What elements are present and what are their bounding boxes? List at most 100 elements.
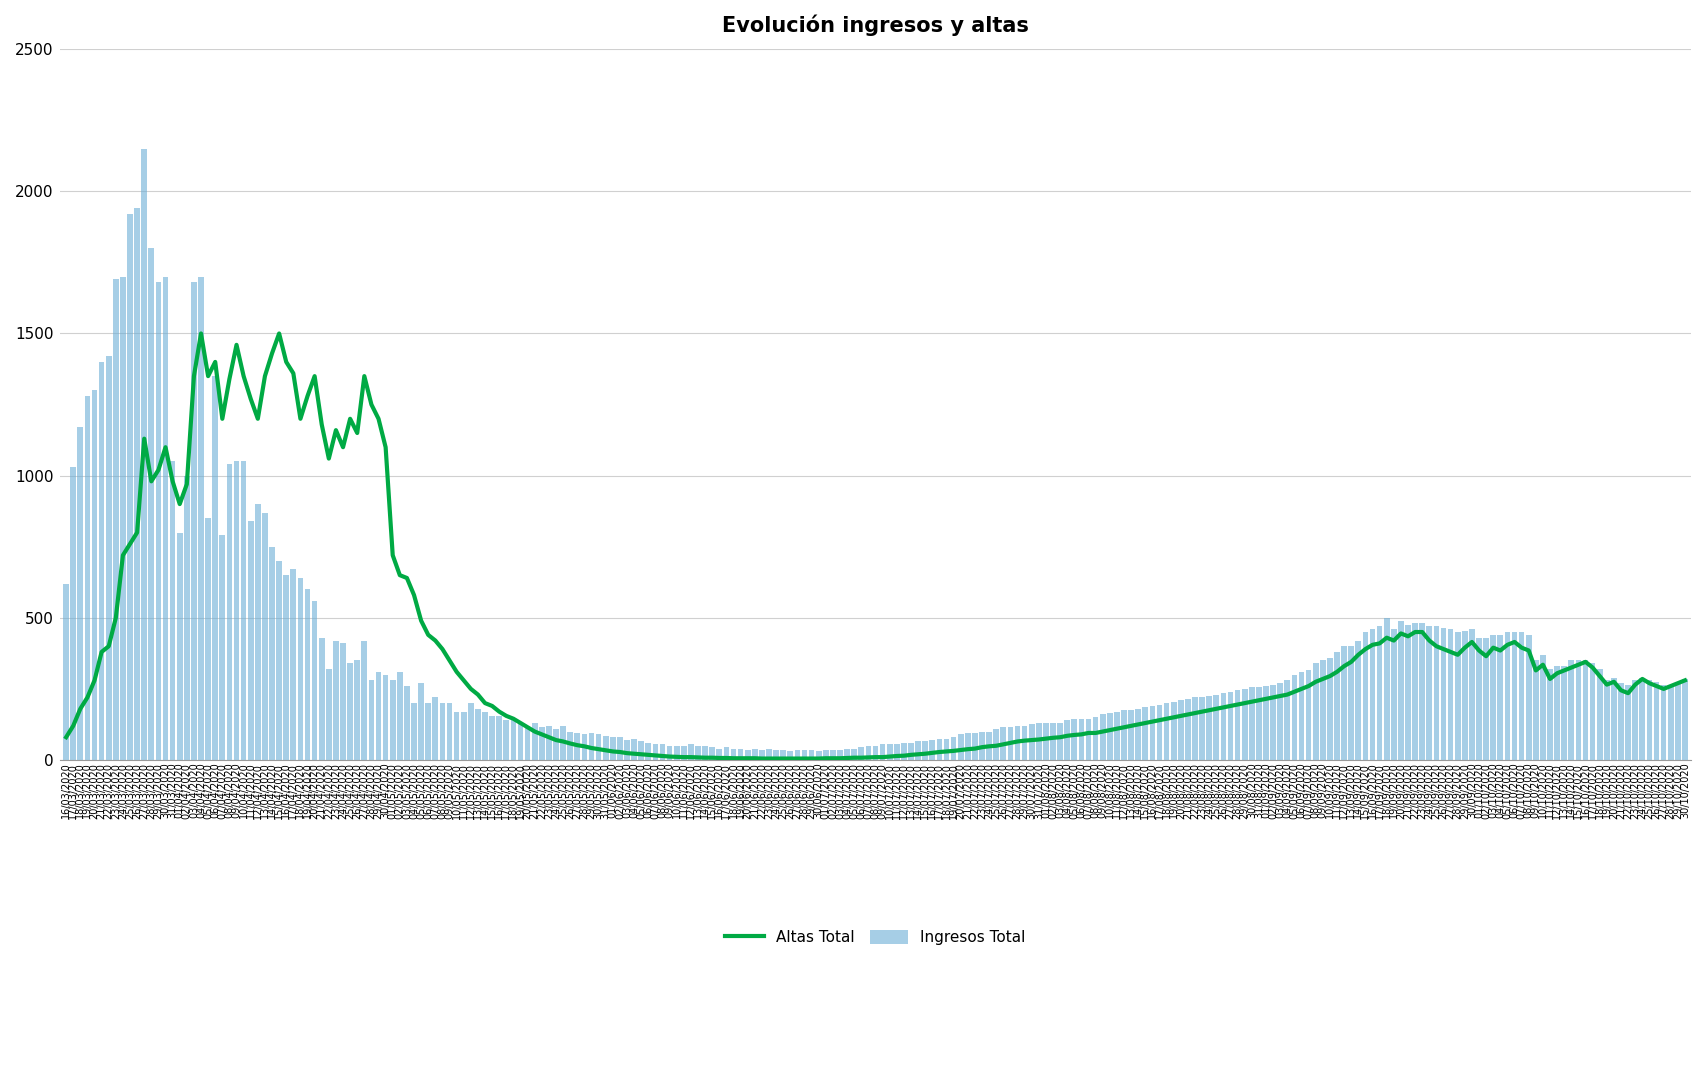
Bar bbox=[822, 750, 829, 760]
Bar bbox=[979, 732, 984, 760]
Bar bbox=[525, 726, 530, 760]
Bar bbox=[1255, 687, 1262, 760]
Bar bbox=[595, 735, 602, 760]
Bar bbox=[660, 745, 665, 760]
Bar bbox=[1149, 706, 1154, 760]
Bar bbox=[170, 462, 176, 760]
Bar bbox=[1582, 660, 1587, 760]
Bar bbox=[1546, 669, 1552, 760]
Bar bbox=[326, 669, 331, 760]
Bar bbox=[99, 361, 104, 760]
Bar bbox=[624, 740, 629, 760]
Bar bbox=[1028, 724, 1033, 760]
Bar bbox=[972, 733, 977, 760]
Bar bbox=[1553, 666, 1558, 760]
Bar bbox=[361, 641, 367, 760]
Bar bbox=[404, 686, 409, 760]
Bar bbox=[1014, 726, 1020, 760]
Bar bbox=[148, 248, 153, 760]
Bar bbox=[119, 276, 126, 760]
Bar bbox=[588, 733, 593, 760]
Bar bbox=[1284, 681, 1289, 760]
Bar bbox=[801, 750, 806, 760]
Bar bbox=[433, 697, 438, 760]
Bar bbox=[1228, 692, 1233, 760]
Bar bbox=[916, 741, 921, 760]
Bar bbox=[644, 743, 651, 760]
Bar bbox=[1369, 629, 1374, 760]
Bar bbox=[440, 704, 445, 760]
Bar bbox=[680, 746, 687, 760]
Bar bbox=[1212, 695, 1219, 760]
Bar bbox=[177, 533, 182, 760]
Bar bbox=[1136, 709, 1141, 760]
Bar bbox=[77, 427, 84, 760]
Altas Total bbox=[56, 730, 77, 743]
Bar bbox=[1632, 681, 1637, 760]
Bar bbox=[610, 737, 616, 760]
Bar bbox=[211, 377, 218, 760]
Bar bbox=[1064, 720, 1069, 760]
Bar bbox=[759, 750, 764, 760]
Bar bbox=[1567, 660, 1574, 760]
Bar bbox=[766, 749, 771, 760]
Bar bbox=[312, 601, 317, 760]
Bar bbox=[1127, 710, 1134, 760]
Bar bbox=[1340, 646, 1347, 760]
Bar bbox=[128, 214, 133, 760]
Bar bbox=[830, 750, 835, 760]
Bar bbox=[779, 750, 786, 760]
Bar bbox=[795, 750, 800, 760]
Bar bbox=[1277, 683, 1282, 760]
Bar bbox=[1390, 629, 1396, 760]
Bar bbox=[1262, 686, 1269, 760]
Bar bbox=[1517, 632, 1524, 760]
Bar bbox=[1667, 684, 1673, 760]
Bar bbox=[355, 660, 360, 760]
Bar bbox=[63, 584, 68, 760]
Bar bbox=[1156, 705, 1161, 760]
Bar bbox=[709, 747, 714, 760]
Bar bbox=[581, 735, 587, 760]
Bar bbox=[70, 467, 77, 760]
Bar bbox=[694, 746, 701, 760]
Bar bbox=[1021, 726, 1026, 760]
Bar bbox=[887, 745, 892, 760]
Bar bbox=[1205, 696, 1211, 760]
Bar bbox=[1652, 682, 1659, 760]
Altas Total bbox=[1035, 733, 1055, 746]
Bar bbox=[1192, 697, 1197, 760]
Bar bbox=[1176, 700, 1183, 760]
Bar bbox=[936, 739, 941, 760]
Bar bbox=[135, 208, 140, 760]
Bar bbox=[1625, 684, 1630, 760]
Bar bbox=[447, 704, 452, 760]
Bar bbox=[1313, 664, 1318, 760]
Bar bbox=[283, 575, 288, 760]
Bar bbox=[837, 750, 842, 760]
Bar bbox=[332, 641, 339, 760]
Bar bbox=[999, 727, 1006, 760]
Bar bbox=[1439, 628, 1446, 760]
Bar bbox=[390, 681, 396, 760]
Bar bbox=[702, 746, 708, 760]
Altas Total bbox=[1674, 674, 1695, 687]
Bar bbox=[788, 751, 793, 760]
Bar bbox=[873, 746, 878, 760]
Bar bbox=[1645, 681, 1652, 760]
Bar bbox=[1575, 660, 1581, 760]
Bar bbox=[1248, 687, 1253, 760]
Bar bbox=[546, 726, 551, 760]
Bar bbox=[1560, 666, 1567, 760]
Bar bbox=[1639, 678, 1644, 760]
Bar bbox=[864, 746, 871, 760]
Bar bbox=[339, 643, 346, 760]
Bar bbox=[851, 749, 856, 760]
Bar bbox=[1461, 630, 1466, 760]
Altas Total bbox=[319, 452, 339, 465]
Bar bbox=[1383, 618, 1390, 760]
Bar bbox=[844, 749, 849, 760]
Bar bbox=[1432, 626, 1439, 760]
Bar bbox=[496, 715, 501, 760]
Bar bbox=[290, 570, 297, 760]
